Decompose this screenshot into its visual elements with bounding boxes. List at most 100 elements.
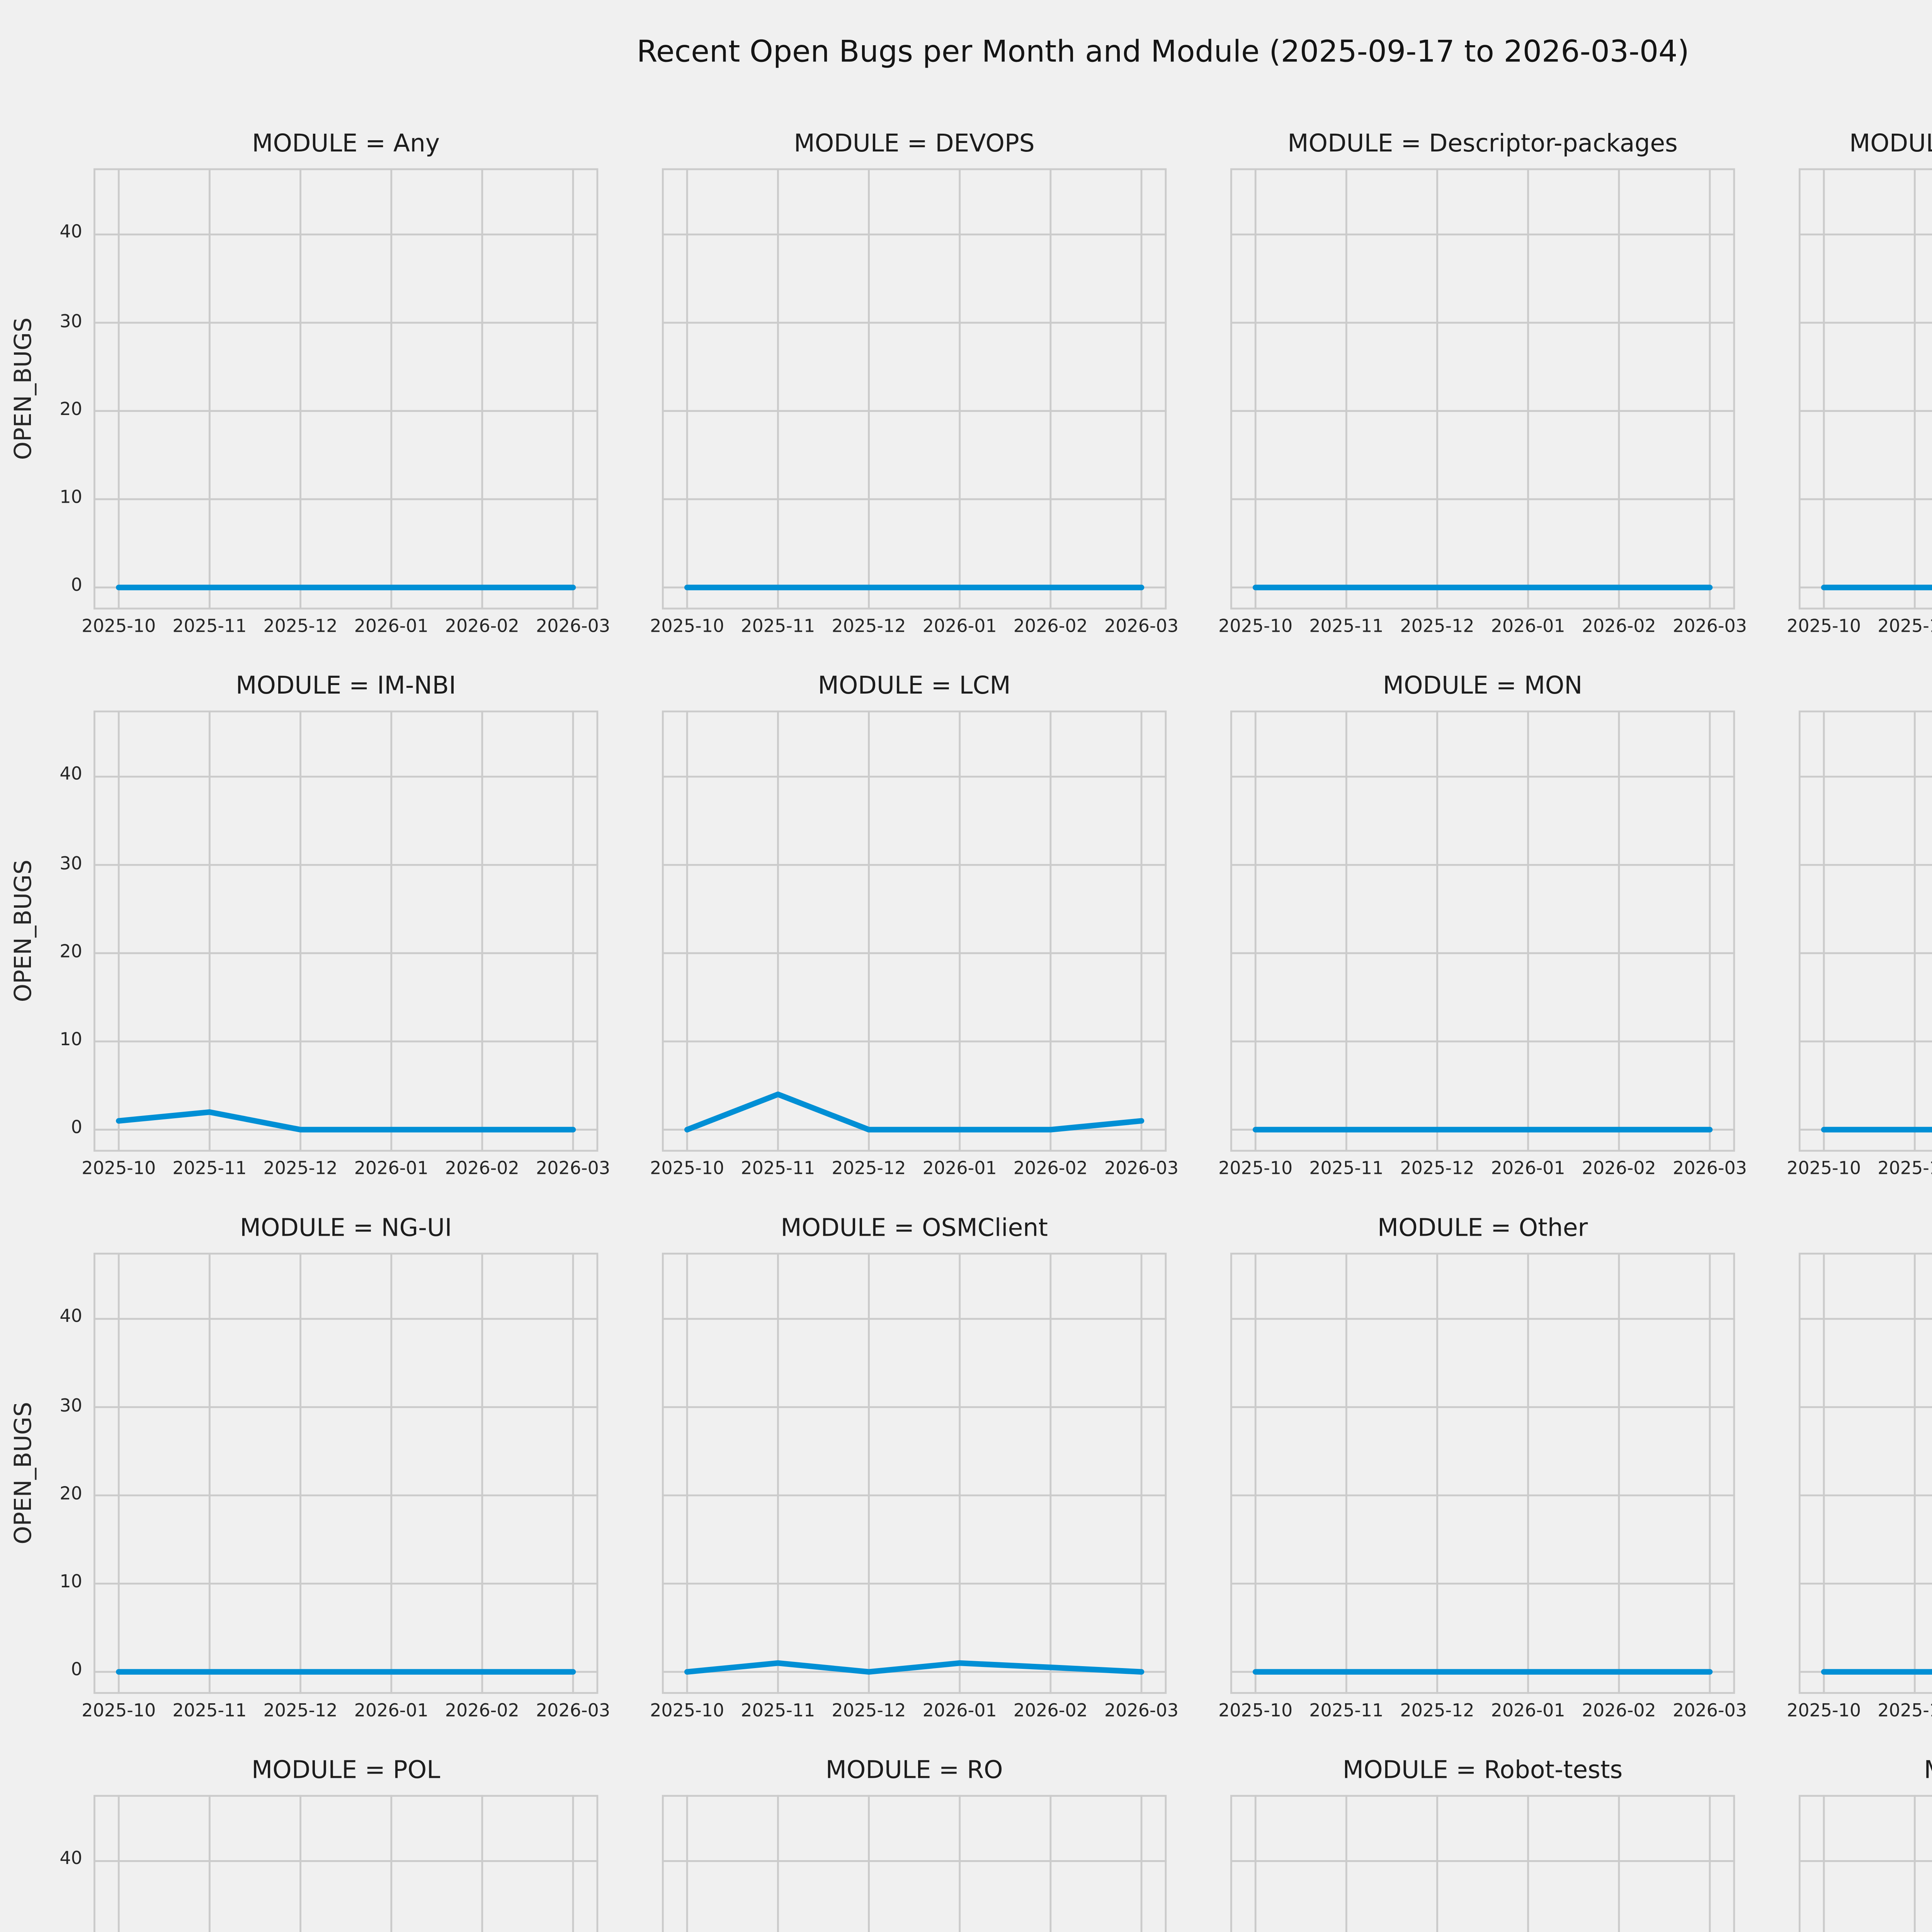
facet-panel: MODULE = Robot-tests 2025-102025-112025-…: [1230, 1754, 1735, 1932]
plot-wrap: MODULE = Unknown 2025-102025-112025-1220…: [1798, 1754, 1932, 1932]
x-tick-label: 2025-12: [263, 1159, 338, 1180]
plot-column: MODULE = Robot-tests 2025-102025-112025-…: [1230, 1754, 1735, 1932]
facet-title: MODULE = IM-NBI: [236, 673, 456, 701]
x-tick-label: 2025-10: [82, 1159, 156, 1180]
plot-column: MODULE = IM-NBI 2025-10 2025-11 2025-12 202…: [82, 669, 610, 1185]
x-tick-label: 2026-02: [1582, 1159, 1656, 1180]
x-tick-label: 2025-11: [1878, 1159, 1932, 1180]
x-tick-label: 2026-01: [922, 1701, 997, 1722]
y-tick-label: 0: [71, 1660, 82, 1681]
x-tick-label: 2025-10: [650, 1701, 724, 1722]
x-tick-label: 2026-01: [354, 617, 429, 638]
facet-panel: MODULE = OSMClient 2025-10 2025-11 2025-12…: [650, 1211, 1179, 1728]
facet-title: MODULE = PLA: [1799, 1211, 1932, 1252]
x-tick-label: 2025-12: [263, 1701, 338, 1722]
x-tick-label: 2025-12: [1400, 1159, 1475, 1180]
plot-wrap: MODULE = LCM 2025-10 2025-11 2025-12 2026-0…: [650, 669, 1179, 1185]
plot-column: MODULE = Other 2025-10 2025-11 2025-12 2026…: [1218, 1211, 1747, 1727]
facet-title: MODULE = Descriptor-packages: [1287, 131, 1678, 159]
x-tick-label: 2025-11: [1878, 617, 1932, 638]
line-plot: [1798, 1795, 1932, 1932]
x-tick-label: 2026-03: [1672, 1159, 1747, 1180]
x-tick-label: 2026-01: [1491, 1701, 1565, 1722]
plot-column: MODULE = RO 2025-102025-112025-122026-01…: [662, 1754, 1167, 1932]
x-tick-label: 2025-10: [650, 1159, 724, 1180]
x-tick-label: 2025-11: [1878, 1701, 1932, 1722]
facet-title: MODULE = NG-UI: [240, 1215, 452, 1243]
x-tick-label: 2026-01: [354, 1159, 429, 1180]
facet-title: MODULE = Other: [1377, 1215, 1588, 1243]
line-plot: [662, 1252, 1167, 1694]
y-tick-label: 40: [60, 1850, 82, 1871]
x-tick-label: 2025-10: [1787, 617, 1861, 638]
facet-panel: MODULE = RO 2025-102025-112025-122026-01…: [662, 1754, 1167, 1932]
line-plot: [662, 168, 1167, 610]
plot-column: MODULE = POL 2025-102025-112025-122026-0…: [93, 1754, 599, 1932]
y-tick-label: 10: [60, 488, 82, 509]
line-plot: [1230, 168, 1735, 610]
plot-column: MODULE = DEVOPS 2025-10 2025-11 2025-12 202…: [650, 127, 1179, 643]
plot-column: MODULE = NG-UI 2025-10 2025-11 2025-12 2026…: [82, 1211, 610, 1727]
facet-panel: OPEN_BUGS 0 10 20 30 40 MODULE = NG-UI 2025-…: [7, 1211, 610, 1727]
line-plot: [1230, 710, 1735, 1152]
plot-wrap: MODULE = OSMClient 2025-10 2025-11 2025-12…: [650, 1211, 1179, 1728]
x-tick-label: 2025-12: [263, 617, 338, 638]
x-tick-label: 2025-10: [1787, 1159, 1861, 1180]
x-tick-label: 2025-11: [1309, 617, 1384, 638]
facet-panel: OPEN_BUGS 0 10 20 30 40 MODULE = IM-NBI 2025…: [7, 669, 610, 1185]
x-tick-label: 2026-03: [1104, 617, 1179, 638]
x-axis-ticks: 2025-102025-112025-122026-012026-022026-…: [1787, 1694, 1932, 1728]
facet-panel: MODULE = Unknown 2025-102025-112025-1220…: [1798, 1754, 1932, 1932]
plot-wrap: MODULE = PLA 2025-102025-112025-122026-0…: [1787, 1211, 1932, 1728]
plot-wrap: OPEN_BUGS 0 10 20 30 40 MODULE = IM-NBI 2025…: [7, 669, 610, 1185]
x-tick-label: 2025-12: [832, 1159, 906, 1180]
line-plot: [93, 710, 599, 1152]
x-tick-label: 2026-02: [1582, 1701, 1656, 1722]
plot-wrap: MODULE = N2VC 2025-102025-112025-122026-…: [1787, 669, 1932, 1185]
x-tick-label: 2025-12: [1400, 1701, 1475, 1722]
y-tick-label: 20: [60, 400, 82, 420]
plot-wrap: MODULE = Robot-tests 2025-102025-112025-…: [1230, 1754, 1735, 1932]
x-tick-label: 2025-10: [1218, 617, 1293, 638]
facet-panel: MODULE = LCM 2025-10 2025-11 2025-12 2026-0…: [650, 669, 1179, 1185]
facet-panel: MODULE = Documentation / Wiki 2025-10 202…: [1787, 127, 1932, 643]
plot-column: MODULE = PLA 2025-102025-112025-122026-0…: [1787, 1211, 1932, 1728]
x-axis-ticks: 2025-102025-112025-122026-012026-022026-…: [1787, 1152, 1932, 1185]
x-tick-label: 2025-12: [832, 1701, 906, 1722]
y-tick-label: 0: [71, 576, 82, 597]
x-tick-label: 2026-03: [1104, 1159, 1179, 1180]
y-tick-label: 40: [60, 1308, 82, 1328]
facet-panel: OPEN_BUGS 0 10 20 30 40 MODULE = Any 2025-10…: [7, 127, 610, 643]
plot-wrap: MODULE = MON 2025-10 2025-11 2025-12 2026-0…: [1218, 669, 1747, 1185]
plot-column: MODULE = N2VC 2025-102025-112025-122026-…: [1787, 669, 1932, 1185]
x-tick-label: 2026-01: [1491, 1159, 1565, 1180]
facet-title: MODULE = Documentation / Wiki: [1849, 131, 1932, 159]
x-tick-label: 2026-03: [536, 1159, 611, 1180]
x-tick-label: 2025-11: [741, 617, 815, 638]
x-tick-label: 2026-02: [1013, 1701, 1088, 1722]
facet-title: MODULE = N2VC: [1799, 669, 1932, 710]
y-tick-label: 20: [60, 1484, 82, 1505]
x-tick-label: 2025-10: [1218, 1701, 1293, 1722]
x-tick-label: 2026-02: [445, 1159, 519, 1180]
line-plot: [1798, 168, 1932, 610]
facet-panel: MODULE = PLA 2025-102025-112025-122026-0…: [1787, 1211, 1932, 1728]
figure-title: Recent Open Bugs per Month and Module (2…: [636, 34, 1689, 70]
x-tick-label: 2025-10: [1218, 1159, 1293, 1180]
facet-panel: MODULE = N2VC 2025-102025-112025-122026-…: [1787, 669, 1932, 1185]
facet-panel: MODULE = Descriptor-packages 2025-10 2025…: [1218, 127, 1747, 643]
plot-wrap: OPEN_BUGS 0 10 20 30 40 MODULE = NG-UI 2025-…: [7, 1211, 610, 1727]
facet-title: MODULE = OSMClient: [781, 1215, 1048, 1243]
x-tick-label: 2026-03: [1672, 1701, 1747, 1722]
plot-column: MODULE = LCM 2025-10 2025-11 2025-12 2026-0…: [650, 669, 1179, 1185]
plot-column: MODULE = Any 2025-10 2025-11 2025-12 2026-0…: [82, 127, 610, 643]
y-axis-label: OPEN_BUGS: [7, 1795, 37, 1932]
